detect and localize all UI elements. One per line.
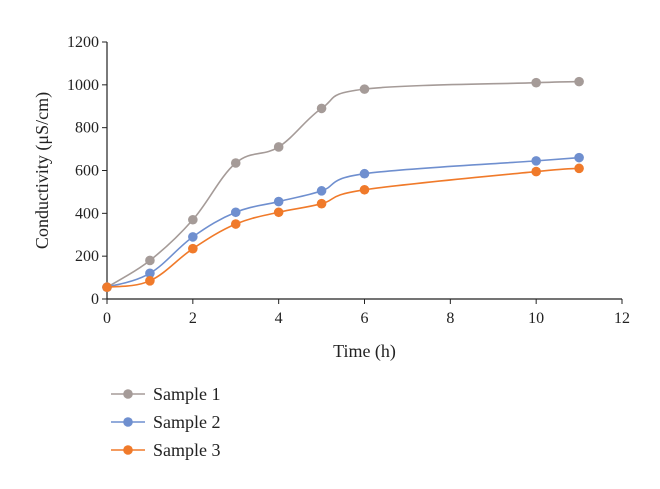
- y-ticks: 0 200 400 600 800 1000 1200: [67, 34, 107, 308]
- x-ticks: 0 2 4 6 8 10 12: [103, 299, 630, 327]
- data-point: [316, 198, 327, 209]
- legend-marker: [123, 389, 133, 399]
- legend-label: Sample 2: [153, 412, 221, 432]
- legend-label: Sample 1: [153, 384, 221, 404]
- data-point: [316, 186, 327, 196]
- data-point: [102, 282, 112, 293]
- data-point: [359, 168, 370, 179]
- data-point: [230, 207, 241, 218]
- data-point: [145, 275, 155, 286]
- legend-item: Sample 3: [111, 440, 221, 460]
- data-point: [574, 76, 584, 87]
- series-line: [106, 167, 580, 289]
- series-3: [102, 163, 584, 293]
- x-tick-label: 4: [275, 310, 283, 327]
- legend: Sample 1 Sample 2 Sample 3: [111, 384, 221, 460]
- data-point: [273, 196, 284, 207]
- plot-area: 0 2 4 6 8 10 12 0 200 400 600 800 1000 1200: [67, 34, 630, 327]
- data-point: [574, 163, 584, 174]
- y-tick-label: 800: [75, 120, 99, 137]
- data-point: [188, 243, 198, 254]
- x-tick-label: 10: [528, 310, 544, 327]
- series-1: [102, 76, 584, 293]
- x-tick-label: 8: [446, 310, 454, 327]
- y-tick-label: 1000: [67, 77, 99, 94]
- data-point: [531, 156, 541, 166]
- data-point: [359, 184, 370, 195]
- y-tick-label: 400: [75, 205, 99, 222]
- data-point: [230, 219, 241, 229]
- y-axis-title: Conductivity (μS/cm): [32, 92, 53, 249]
- legend-marker: [123, 445, 133, 455]
- x-tick-label: 12: [614, 310, 630, 327]
- data-point: [145, 268, 155, 279]
- y-tick-label: 200: [75, 248, 99, 265]
- data-point: [531, 166, 541, 177]
- legend-item: Sample 1: [111, 384, 221, 404]
- data-point: [273, 142, 284, 152]
- data-point: [273, 207, 284, 218]
- x-tick-label: 2: [189, 310, 197, 327]
- data-point: [531, 77, 541, 88]
- series-line: [106, 80, 580, 288]
- data-point: [188, 214, 198, 225]
- series-group: [102, 76, 584, 293]
- data-point: [359, 84, 370, 94]
- y-tick-label: 0: [91, 291, 99, 308]
- data-point: [145, 255, 155, 266]
- y-tick-label: 1200: [67, 34, 99, 51]
- data-point: [188, 232, 198, 242]
- series-line: [106, 156, 580, 288]
- data-point: [316, 103, 327, 114]
- legend-item: Sample 2: [111, 412, 221, 432]
- x-tick-label: 6: [361, 310, 369, 327]
- legend-marker: [123, 417, 133, 427]
- y-tick-label: 600: [75, 163, 99, 180]
- x-axis-title: Time (h): [333, 341, 396, 362]
- data-point: [574, 152, 584, 163]
- series-2: [102, 152, 584, 293]
- data-point: [230, 158, 241, 168]
- legend-label: Sample 3: [153, 440, 221, 460]
- x-tick-label: 0: [103, 310, 111, 327]
